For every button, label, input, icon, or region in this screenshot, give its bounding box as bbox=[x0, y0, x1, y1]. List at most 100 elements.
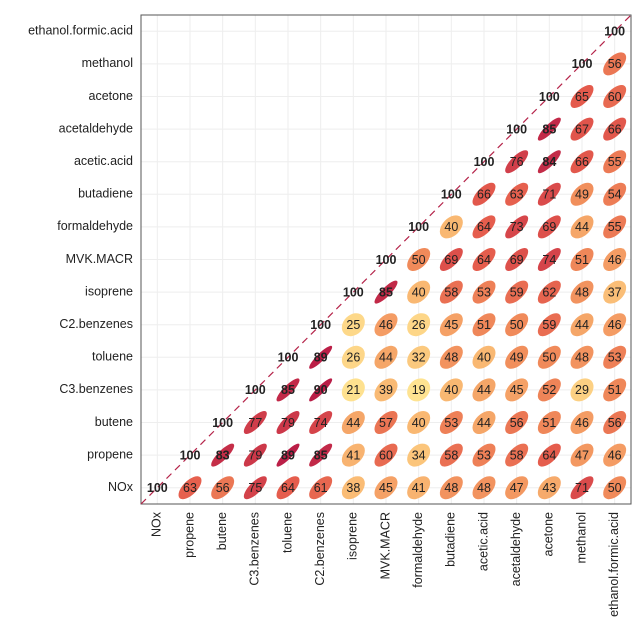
cell-label: 90 bbox=[314, 383, 328, 397]
correlation-ellipse bbox=[603, 52, 627, 76]
x-tick-label: acetaldehyde bbox=[509, 512, 523, 586]
correlation-ellipse bbox=[603, 443, 627, 467]
x-tick-label: C3.benzenes bbox=[248, 512, 262, 586]
correlation-ellipse bbox=[276, 476, 300, 500]
cell-label: 48 bbox=[477, 481, 491, 495]
correlation-ellipse bbox=[570, 443, 594, 467]
correlation-ellipse bbox=[407, 345, 431, 369]
y-tick-label: NOx bbox=[108, 480, 134, 494]
cell-label: 44 bbox=[477, 383, 491, 397]
cell-label: 44 bbox=[379, 351, 393, 365]
correlation-ellipse bbox=[603, 476, 627, 500]
cell-label: 62 bbox=[542, 285, 556, 299]
cell-label: 53 bbox=[477, 448, 491, 462]
correlation-ellipse bbox=[374, 378, 398, 402]
cell-label: 49 bbox=[510, 351, 524, 365]
cell-label: 58 bbox=[444, 448, 458, 462]
correlation-ellipse bbox=[243, 410, 267, 435]
cell-label: 100 bbox=[604, 25, 625, 39]
correlation-ellipse bbox=[537, 443, 561, 467]
correlation-ellipse bbox=[570, 150, 594, 174]
correlation-ellipse bbox=[603, 313, 627, 337]
cell-label: 74 bbox=[314, 416, 328, 430]
cell-label: 71 bbox=[575, 481, 589, 495]
cell-label: 55 bbox=[608, 220, 622, 234]
correlation-ellipse bbox=[472, 443, 496, 467]
cell-label: 89 bbox=[314, 351, 328, 365]
cell-label: 66 bbox=[575, 155, 589, 169]
cell-label: 45 bbox=[510, 383, 524, 397]
correlation-ellipse bbox=[603, 280, 627, 304]
cell-label: 57 bbox=[379, 416, 393, 430]
cell-label: 66 bbox=[477, 188, 491, 202]
correlation-ellipse bbox=[570, 117, 594, 141]
cell-label: 44 bbox=[575, 318, 589, 332]
cell-label: 40 bbox=[412, 416, 426, 430]
correlation-ellipse bbox=[309, 378, 333, 402]
cell-label: 67 bbox=[575, 122, 589, 136]
cell-label: 50 bbox=[412, 253, 426, 267]
correlation-ellipse bbox=[570, 85, 594, 108]
correlation-ellipse bbox=[505, 345, 529, 369]
cell-label: 48 bbox=[575, 285, 589, 299]
correlation-ellipse bbox=[537, 313, 561, 337]
cell-label: 48 bbox=[444, 351, 458, 365]
cell-label: 48 bbox=[575, 351, 589, 365]
cell-label: 44 bbox=[575, 220, 589, 234]
y-tick-label: butadiene bbox=[78, 187, 133, 201]
correlation-ellipse bbox=[472, 410, 496, 435]
correlation-ellipse bbox=[570, 248, 594, 271]
cell-label: 60 bbox=[379, 448, 393, 462]
x-tick-label: acetic.acid bbox=[476, 512, 490, 571]
correlation-ellipse bbox=[537, 117, 561, 141]
cell-label: 55 bbox=[608, 155, 622, 169]
cell-label: 46 bbox=[575, 416, 589, 430]
correlation-ellipse bbox=[341, 378, 365, 402]
x-tick-label: toluene bbox=[280, 512, 294, 553]
correlation-ellipse bbox=[439, 313, 463, 337]
cell-label: 39 bbox=[379, 383, 393, 397]
correlation-ellipse bbox=[407, 247, 431, 272]
cell-label: 74 bbox=[542, 253, 556, 267]
cell-label: 100 bbox=[572, 57, 593, 71]
correlation-ellipse bbox=[505, 476, 529, 500]
correlation-ellipse bbox=[341, 410, 365, 435]
cell-label: 100 bbox=[180, 448, 201, 462]
correlation-ellipse bbox=[537, 411, 561, 434]
correlation-ellipse bbox=[603, 150, 627, 174]
cell-label: 100 bbox=[474, 155, 495, 169]
cell-label: 43 bbox=[542, 481, 556, 495]
correlation-ellipse bbox=[374, 280, 398, 304]
correlation-ellipse bbox=[407, 411, 431, 434]
correlation-ellipse bbox=[439, 378, 463, 402]
correlation-ellipse bbox=[472, 345, 496, 369]
cell-label: 63 bbox=[510, 188, 524, 202]
correlation-ellipse bbox=[407, 313, 431, 337]
correlation-ellipse bbox=[570, 313, 594, 337]
correlation-ellipse bbox=[505, 313, 529, 337]
cell-label: 19 bbox=[412, 383, 426, 397]
correlation-ellipse bbox=[603, 411, 627, 434]
correlation-ellipse bbox=[570, 280, 594, 304]
cell-label: 56 bbox=[608, 416, 622, 430]
cell-label: 79 bbox=[281, 416, 295, 430]
cell-label: 69 bbox=[510, 253, 524, 267]
correlation-ellipse bbox=[570, 182, 594, 206]
correlation-ellipse bbox=[537, 248, 561, 271]
cell-label: 46 bbox=[379, 318, 393, 332]
correlation-ellipse bbox=[472, 182, 496, 206]
cell-label: 44 bbox=[477, 416, 491, 430]
correlation-ellipse bbox=[603, 84, 627, 109]
correlation-ellipse bbox=[309, 411, 333, 434]
correlation-ellipse bbox=[439, 443, 463, 467]
cell-label: 56 bbox=[216, 481, 230, 495]
cell-label: 25 bbox=[346, 318, 360, 332]
x-tick-label: butadiene bbox=[444, 512, 458, 567]
correlation-ellipse bbox=[439, 248, 463, 271]
cell-label: 38 bbox=[346, 481, 360, 495]
cell-label: 50 bbox=[510, 318, 524, 332]
correlation-ellipse bbox=[407, 476, 431, 500]
y-tick-label: methanol bbox=[82, 56, 133, 70]
y-tick-label: isoprene bbox=[85, 284, 133, 298]
